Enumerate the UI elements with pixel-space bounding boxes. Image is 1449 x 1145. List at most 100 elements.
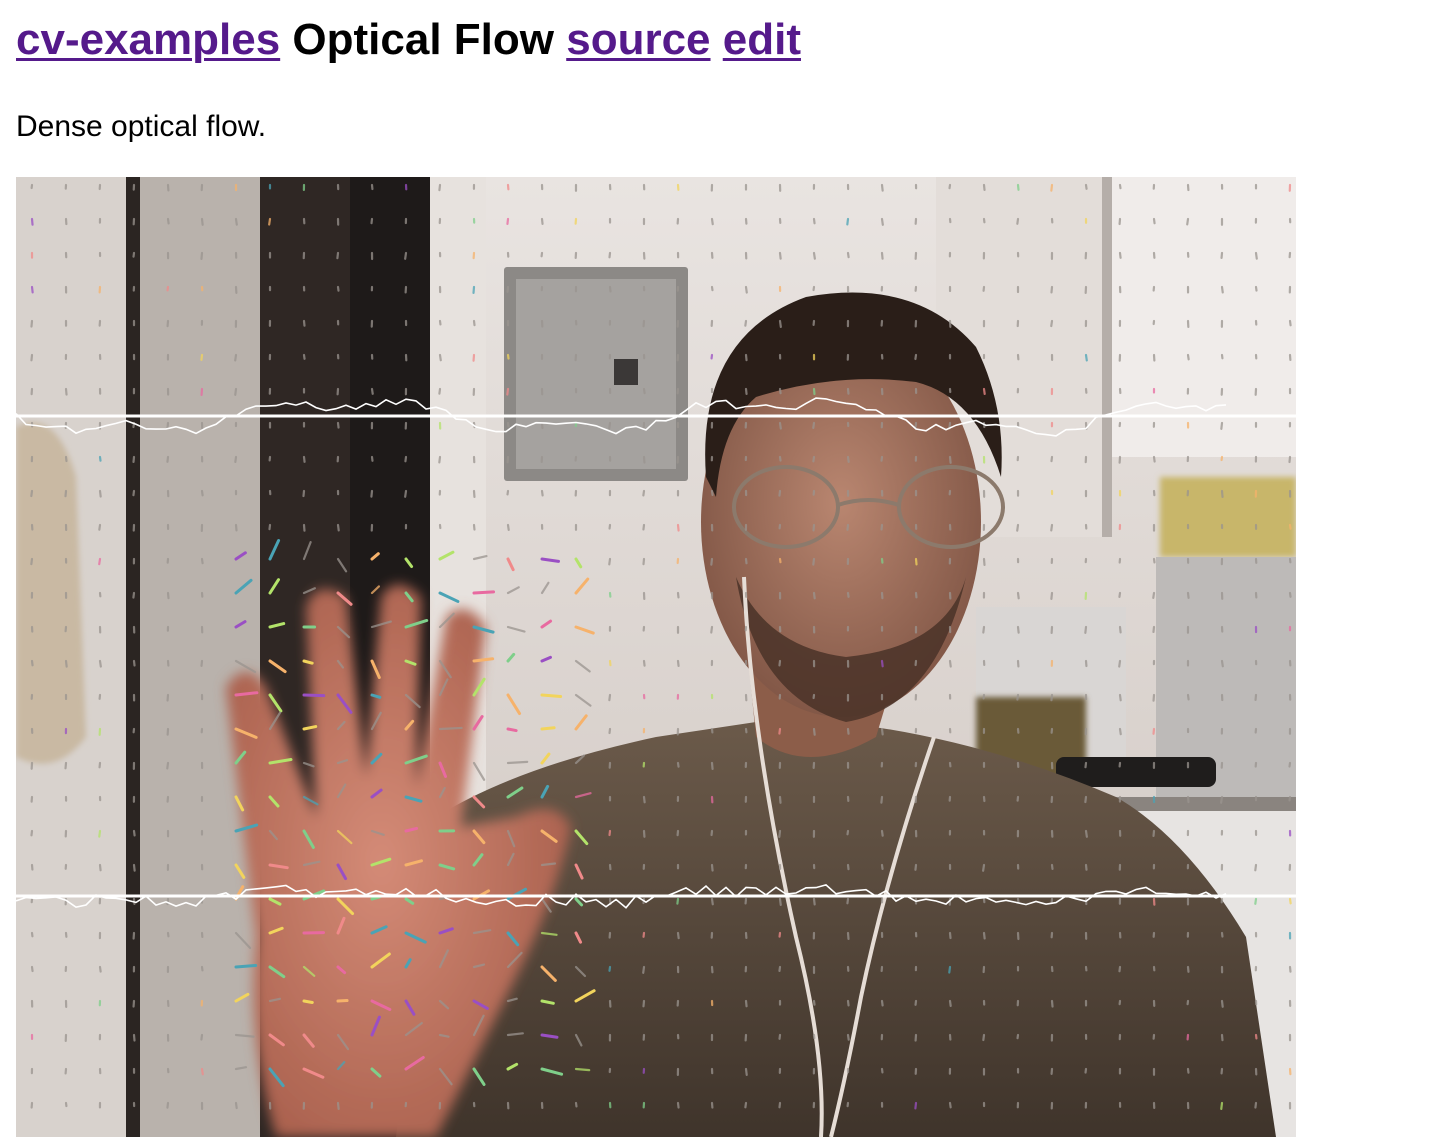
flow-vector [302,353,306,360]
flow-vector [472,999,489,1010]
flow-vector [506,625,526,633]
flow-vector [336,1033,350,1051]
motion-overlay [16,397,1296,909]
flow-vector [472,677,486,697]
flow-vector [1050,183,1054,192]
flow-vector [778,829,782,838]
flow-vector [812,251,816,260]
flow-vector [370,620,392,629]
flow-vector [404,999,416,1016]
hanging-bag [16,422,86,764]
flow-vector [1050,455,1054,463]
flow-vector [608,557,612,566]
flow-vector [472,715,484,731]
flow-vector [574,754,585,765]
flow-vector [370,1067,382,1078]
flow-vector [846,897,850,905]
flow-vector [1254,1101,1258,1109]
flow-vector [982,863,986,872]
flow-vector [302,541,312,561]
home-link[interactable]: cv-examples [16,15,281,64]
flow-vector [302,1033,315,1048]
video-canvas[interactable] [16,177,1296,1137]
flow-vector [404,826,419,833]
flow-vector [574,693,592,707]
flow-vector [200,217,204,226]
flow-vector [540,693,563,699]
flow-vector [1152,591,1156,599]
flow-vector [268,863,289,870]
flow-vector [200,1033,204,1041]
motion-graph [16,884,1227,909]
flow-vector [812,727,816,736]
flow-vector [1118,693,1122,702]
flow-vector [710,557,714,566]
flow-vector [472,829,486,845]
flow-vector [574,897,584,907]
flow-vector [982,931,986,940]
flow-vector [778,319,782,329]
flow-vector [302,489,306,498]
source-link[interactable]: source [566,15,711,64]
flow-vector [166,591,170,600]
flow-vector [370,659,381,679]
flow-vector [404,659,417,666]
flow-vector [812,897,816,906]
edit-link[interactable]: edit [722,15,801,64]
flow-vector [302,587,316,595]
flow-vector [234,963,258,969]
flow-vector [710,625,714,634]
flow-vector [438,550,455,561]
flow-vector [506,760,529,765]
flow-vector [710,897,714,906]
flow-vector [404,455,408,463]
flow-vector [268,539,281,561]
flow-vector [336,523,340,532]
flow-vector [404,1021,423,1037]
flow-vector [1016,625,1020,634]
flow-vector [30,319,34,328]
flow-vector [778,489,782,497]
flow-vector [404,958,412,969]
flow-vector [1084,795,1088,804]
flow-vector [1050,999,1054,1008]
flow-vector [472,590,496,595]
flow-vector [132,659,136,667]
flow-vector [506,829,516,848]
flow-vector [880,251,884,260]
flow-vector [880,183,884,192]
flow-vector [506,557,515,572]
flow-vector [234,620,247,629]
flow-vector [642,489,646,497]
flow-vector [676,761,680,768]
flow-vector [676,523,680,532]
flow-vector [336,557,348,573]
flow-vector [574,863,584,880]
flow-vector [1118,965,1122,973]
flow-vector [166,761,170,770]
flow-vector [982,625,986,634]
flow-vector [1152,217,1156,225]
flow-vector [336,1101,340,1111]
flow-vector [404,591,414,603]
flow-vector [370,1015,381,1037]
flow-vector [982,1033,986,1042]
flow-vector [812,557,816,566]
flow-vector [1186,353,1190,361]
flow-vector [540,931,558,936]
flow-vector [506,727,518,733]
flow-vector [472,625,495,634]
flow-vector [234,795,245,812]
flow-vector [30,965,34,973]
flow-vector [642,387,646,395]
flow-vector [404,859,423,867]
flow-vector [234,691,259,697]
flow-vector [1016,523,1020,532]
flow-vector [710,217,714,226]
flow-vector [506,586,520,595]
flow-vector [1288,897,1292,905]
flow-vector [744,999,748,1008]
flow-vector [1050,591,1054,601]
flow-vector [234,750,247,765]
flow-vector [336,625,351,639]
